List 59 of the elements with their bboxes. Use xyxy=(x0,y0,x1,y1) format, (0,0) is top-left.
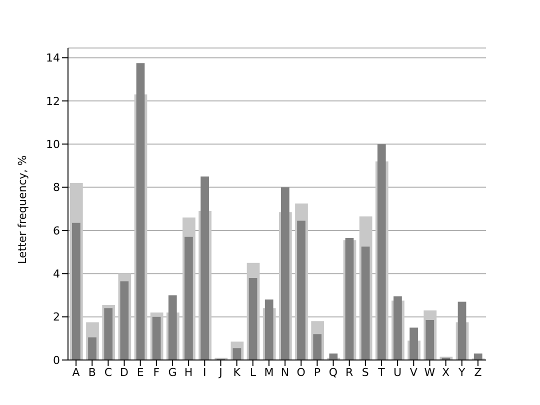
y-tick-label: 2 xyxy=(53,310,60,324)
bar xyxy=(264,300,274,360)
y-tick-label: 10 xyxy=(46,138,60,151)
x-tick-label: H xyxy=(184,366,193,379)
bar xyxy=(200,176,209,360)
x-tick-label: D xyxy=(120,366,129,379)
x-tick-label: E xyxy=(136,366,144,379)
bar xyxy=(104,308,113,360)
x-tick-label: X xyxy=(442,366,450,379)
x-tick-label: Q xyxy=(328,366,338,379)
x-tick-label: I xyxy=(203,366,206,379)
x-tick-label: U xyxy=(394,366,402,379)
x-tick-label: J xyxy=(218,366,222,379)
bar xyxy=(152,316,161,360)
x-tick-label: R xyxy=(346,366,354,379)
bar xyxy=(120,281,129,360)
x-tick-label: Y xyxy=(458,366,466,379)
bar xyxy=(394,296,402,360)
bar xyxy=(313,334,322,360)
bar xyxy=(410,328,418,360)
y-tick-label: 8 xyxy=(53,181,60,194)
y-tick-label: 14 xyxy=(46,52,60,65)
bar xyxy=(297,220,306,360)
x-tick-label: T xyxy=(377,366,386,379)
x-tick-label: Z xyxy=(474,366,482,379)
bar xyxy=(426,320,434,360)
x-tick-label: S xyxy=(362,366,369,379)
bar xyxy=(458,302,466,360)
x-tick-label: N xyxy=(280,366,290,379)
x-tick-label: A xyxy=(72,366,80,379)
y-axis-title: Letter frequency, % xyxy=(16,155,29,264)
bar xyxy=(168,295,177,360)
bar xyxy=(72,222,80,360)
bar xyxy=(361,246,370,360)
x-tick-label: V xyxy=(410,366,418,379)
bar xyxy=(184,236,193,360)
bar xyxy=(377,144,386,360)
y-tick-label: 0 xyxy=(53,354,60,367)
bar xyxy=(88,337,96,360)
x-tick-label: O xyxy=(296,366,306,379)
x-tick-label: M xyxy=(264,366,274,379)
y-tick-label: 12 xyxy=(46,94,60,108)
y-tick-label: 4 xyxy=(53,268,60,281)
x-tick-label: F xyxy=(153,366,160,379)
x-tick-label: K xyxy=(233,366,242,379)
bar xyxy=(474,354,482,360)
x-tick-label: B xyxy=(88,366,96,379)
bar xyxy=(232,348,242,360)
x-tick-label: W xyxy=(424,366,436,379)
x-tick-label: C xyxy=(104,366,112,379)
x-tick-label: G xyxy=(168,366,177,379)
bar xyxy=(345,238,354,360)
x-tick-label: L xyxy=(250,366,257,379)
bar xyxy=(136,63,145,360)
bar xyxy=(329,354,338,360)
x-tick-label: P xyxy=(314,366,321,379)
y-tick-label: 6 xyxy=(53,224,60,238)
bar xyxy=(281,187,290,360)
bar xyxy=(248,278,258,360)
